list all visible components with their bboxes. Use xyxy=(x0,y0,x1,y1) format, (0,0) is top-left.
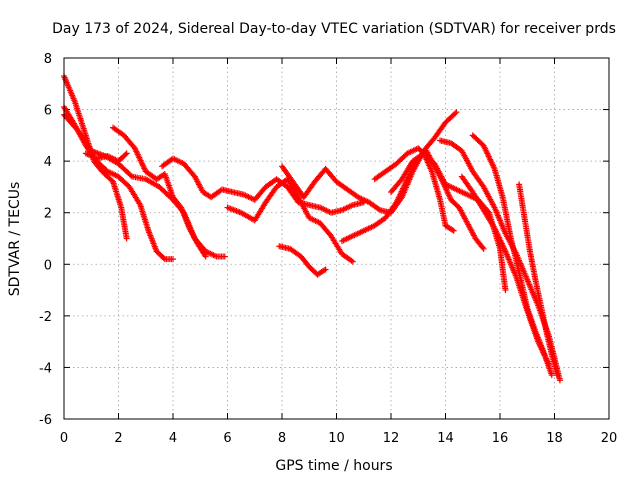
data-point xyxy=(548,372,555,379)
x-tick-label: 10 xyxy=(328,431,345,446)
data-point xyxy=(123,235,130,242)
data-point xyxy=(170,256,176,263)
y-tick-label: 4 xyxy=(44,155,52,170)
x-tick-label: 18 xyxy=(546,431,563,446)
x-tick-label: 4 xyxy=(169,431,177,446)
axis-ticks: 0 2 4 6 8 10 12 14 16 18 20 -6 -4 -2 0 2 4 6 8 xyxy=(39,52,617,446)
chart-title: Day 173 of 2024, Sidereal Day-to-day VTE… xyxy=(52,21,616,37)
y-tick-label: 0 xyxy=(44,258,52,273)
data-point xyxy=(479,244,486,251)
data-point xyxy=(348,257,355,264)
x-tick-label: 6 xyxy=(223,431,231,446)
y-tick-label: 8 xyxy=(44,52,52,67)
x-tick-label: 2 xyxy=(114,431,122,446)
x-tick-label: 12 xyxy=(383,431,400,446)
data-points xyxy=(61,73,563,384)
data-point xyxy=(450,227,457,234)
series-track-16 xyxy=(516,181,561,379)
y-tick-label: -4 xyxy=(39,361,52,376)
y-tick-label: 2 xyxy=(44,207,52,222)
series-track-4 xyxy=(110,124,209,260)
data-point xyxy=(321,267,328,274)
data-point xyxy=(375,206,382,213)
series-track-7 xyxy=(224,176,356,265)
y-tick-label: -6 xyxy=(39,413,52,428)
data-point xyxy=(452,110,459,117)
data-point xyxy=(322,266,329,273)
x-tick-label: 0 xyxy=(60,431,68,446)
x-tick-label: 8 xyxy=(278,431,286,446)
series-track-11 xyxy=(371,145,457,234)
x-tick-label: 20 xyxy=(601,431,618,446)
data-point xyxy=(556,377,563,384)
y-axis-label: SDTVAR / TECUs xyxy=(7,182,23,297)
data-point xyxy=(546,361,553,368)
data-point xyxy=(449,226,456,233)
series-track-15 xyxy=(458,173,553,368)
data-point xyxy=(349,258,356,265)
data-point xyxy=(554,372,561,379)
data-point xyxy=(202,253,209,260)
series-track-6 xyxy=(159,155,367,216)
plot-frame xyxy=(63,57,610,420)
data-point xyxy=(122,151,129,158)
x-axis-label: GPS time / hours xyxy=(275,458,392,474)
x-tick-label: 16 xyxy=(492,431,509,446)
series-track-5 xyxy=(82,150,130,165)
data-point xyxy=(123,150,130,157)
y-tick-label: 6 xyxy=(44,104,52,119)
data-point xyxy=(480,245,487,252)
data-point xyxy=(502,287,509,294)
x-tick-label: 14 xyxy=(437,431,454,446)
y-tick-label: -2 xyxy=(39,310,52,325)
data-point xyxy=(221,253,228,260)
series-track-8 xyxy=(276,243,329,278)
data-point xyxy=(453,109,460,116)
data-point xyxy=(160,255,167,262)
series-track-14 xyxy=(469,132,555,379)
